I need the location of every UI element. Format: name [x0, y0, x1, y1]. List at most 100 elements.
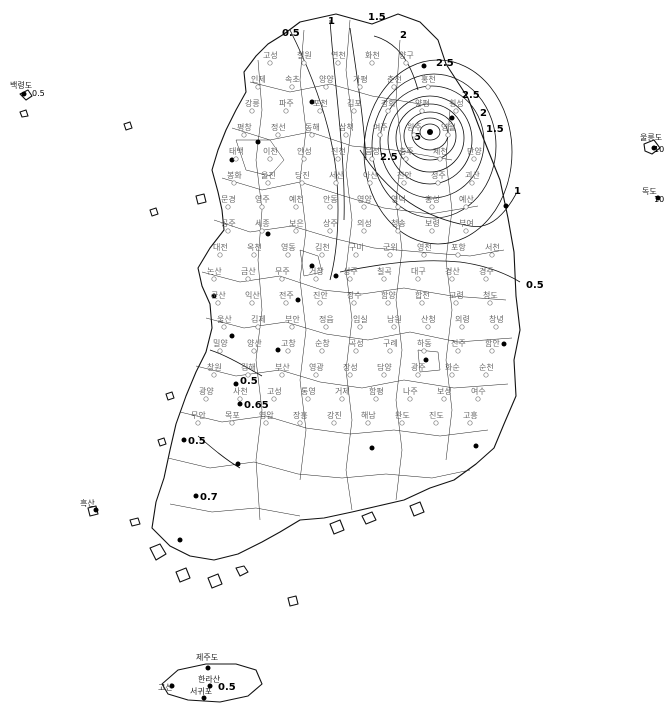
city-marker: [289, 324, 295, 330]
city-label: 함양: [381, 291, 396, 300]
city-marker: [353, 348, 359, 354]
small-island: [195, 193, 207, 205]
city-marker: [195, 420, 201, 426]
city-label: 의령: [455, 314, 470, 324]
city-marker: [289, 84, 295, 90]
small-island: [409, 501, 425, 517]
city-label: 괴산: [465, 170, 480, 180]
city-label: 구례: [383, 338, 398, 348]
contour-label: 2.5: [380, 152, 398, 163]
city-label: 고령: [449, 291, 464, 300]
city-marker: [255, 324, 261, 330]
city-marker: [381, 276, 387, 282]
city-label: 안동: [323, 194, 338, 204]
station-dot: [501, 341, 507, 347]
city-label: 완도: [395, 411, 410, 420]
city-label: 여수: [471, 386, 486, 396]
small-island: [149, 543, 167, 561]
city-label: 거창: [309, 267, 324, 276]
city-marker: [377, 132, 383, 138]
city-marker: [429, 228, 435, 234]
station-dot: [333, 273, 339, 279]
city-label: 순창: [315, 339, 330, 348]
island-label-heuksan: 흑산: [80, 498, 95, 508]
jeju-island: [161, 663, 263, 703]
contour-label: 1.5: [368, 12, 386, 23]
city-label: 아산: [363, 170, 378, 180]
city-label: 공주: [221, 219, 236, 228]
small-island: [287, 595, 299, 607]
city-marker: [293, 228, 299, 234]
city-marker: [463, 204, 469, 210]
city-label: 담양: [377, 362, 392, 372]
city-label: 예천: [289, 194, 304, 204]
city-marker: [255, 84, 261, 90]
city-marker: [211, 372, 217, 378]
small-island: [175, 567, 191, 583]
city-label: 제천: [433, 146, 448, 156]
city-label: 양평: [415, 98, 430, 108]
contour-label: 1.5: [486, 124, 504, 135]
city-marker: [415, 372, 421, 378]
city-label: 안성: [297, 146, 312, 156]
contour-label: 0.5: [218, 682, 236, 693]
island-labels: 백령도 울릉도 독도 흑산 제주도 한라산 서귀포 고산: [10, 80, 662, 696]
city-marker: [493, 324, 499, 330]
small-island: [361, 511, 377, 525]
city-marker: [361, 228, 367, 234]
city-label: 단양: [467, 146, 482, 156]
city-marker: [367, 180, 373, 186]
city-label: 진주: [451, 338, 466, 348]
contour-label: 0.5: [526, 280, 544, 291]
city-marker: [249, 300, 255, 306]
city-marker: [267, 156, 273, 162]
city-marker: [365, 420, 371, 426]
city-marker: [391, 84, 397, 90]
city-label: 논산: [207, 266, 222, 276]
city-label: 태백: [229, 146, 244, 156]
city-label: 김천: [315, 242, 330, 252]
island-label-gosan: 고산: [158, 682, 173, 692]
station-dot: [229, 157, 235, 163]
city-marker: [335, 156, 341, 162]
contour-label: 0.5: [32, 89, 45, 98]
city-marker: [331, 420, 337, 426]
city-label: 무안: [191, 410, 206, 420]
island-label-jeju: 제주도: [196, 653, 218, 662]
city-marker: [309, 132, 315, 138]
city-label: 진도: [429, 410, 444, 420]
city-label: 충주: [399, 147, 414, 156]
epicenter-marker: [427, 129, 433, 135]
city-label: 영암: [259, 410, 274, 420]
city-label: 김포: [347, 98, 362, 108]
city-label: 문경: [221, 194, 236, 204]
city-label: 영덕: [391, 194, 406, 204]
city-label: 장수: [347, 290, 362, 300]
city-marker: [489, 348, 495, 354]
city-label: 원주: [407, 123, 422, 132]
city-marker: [351, 300, 357, 306]
city-marker: [229, 420, 235, 426]
city-marker: [297, 420, 303, 426]
small-island: [123, 121, 133, 131]
city-marker: [237, 396, 243, 402]
city-label: 삼척: [339, 122, 354, 132]
city-label: 홍천: [421, 74, 436, 84]
city-marker: [395, 228, 401, 234]
city-marker: [351, 108, 357, 114]
city-marker: [373, 396, 379, 402]
city-marker: [463, 228, 469, 234]
city-label: 함평: [369, 386, 384, 396]
city-label: 이천: [263, 146, 278, 156]
small-island: [129, 517, 141, 527]
city-marker: [433, 420, 439, 426]
city-marker: [387, 252, 393, 258]
city-label: 양양: [319, 75, 334, 84]
city-marker: [453, 108, 459, 114]
city-label: 구미: [349, 243, 364, 252]
station-dot: [193, 493, 199, 499]
city-label: 거제: [335, 387, 350, 396]
city-marker: [385, 108, 391, 114]
city-marker: [317, 300, 323, 306]
